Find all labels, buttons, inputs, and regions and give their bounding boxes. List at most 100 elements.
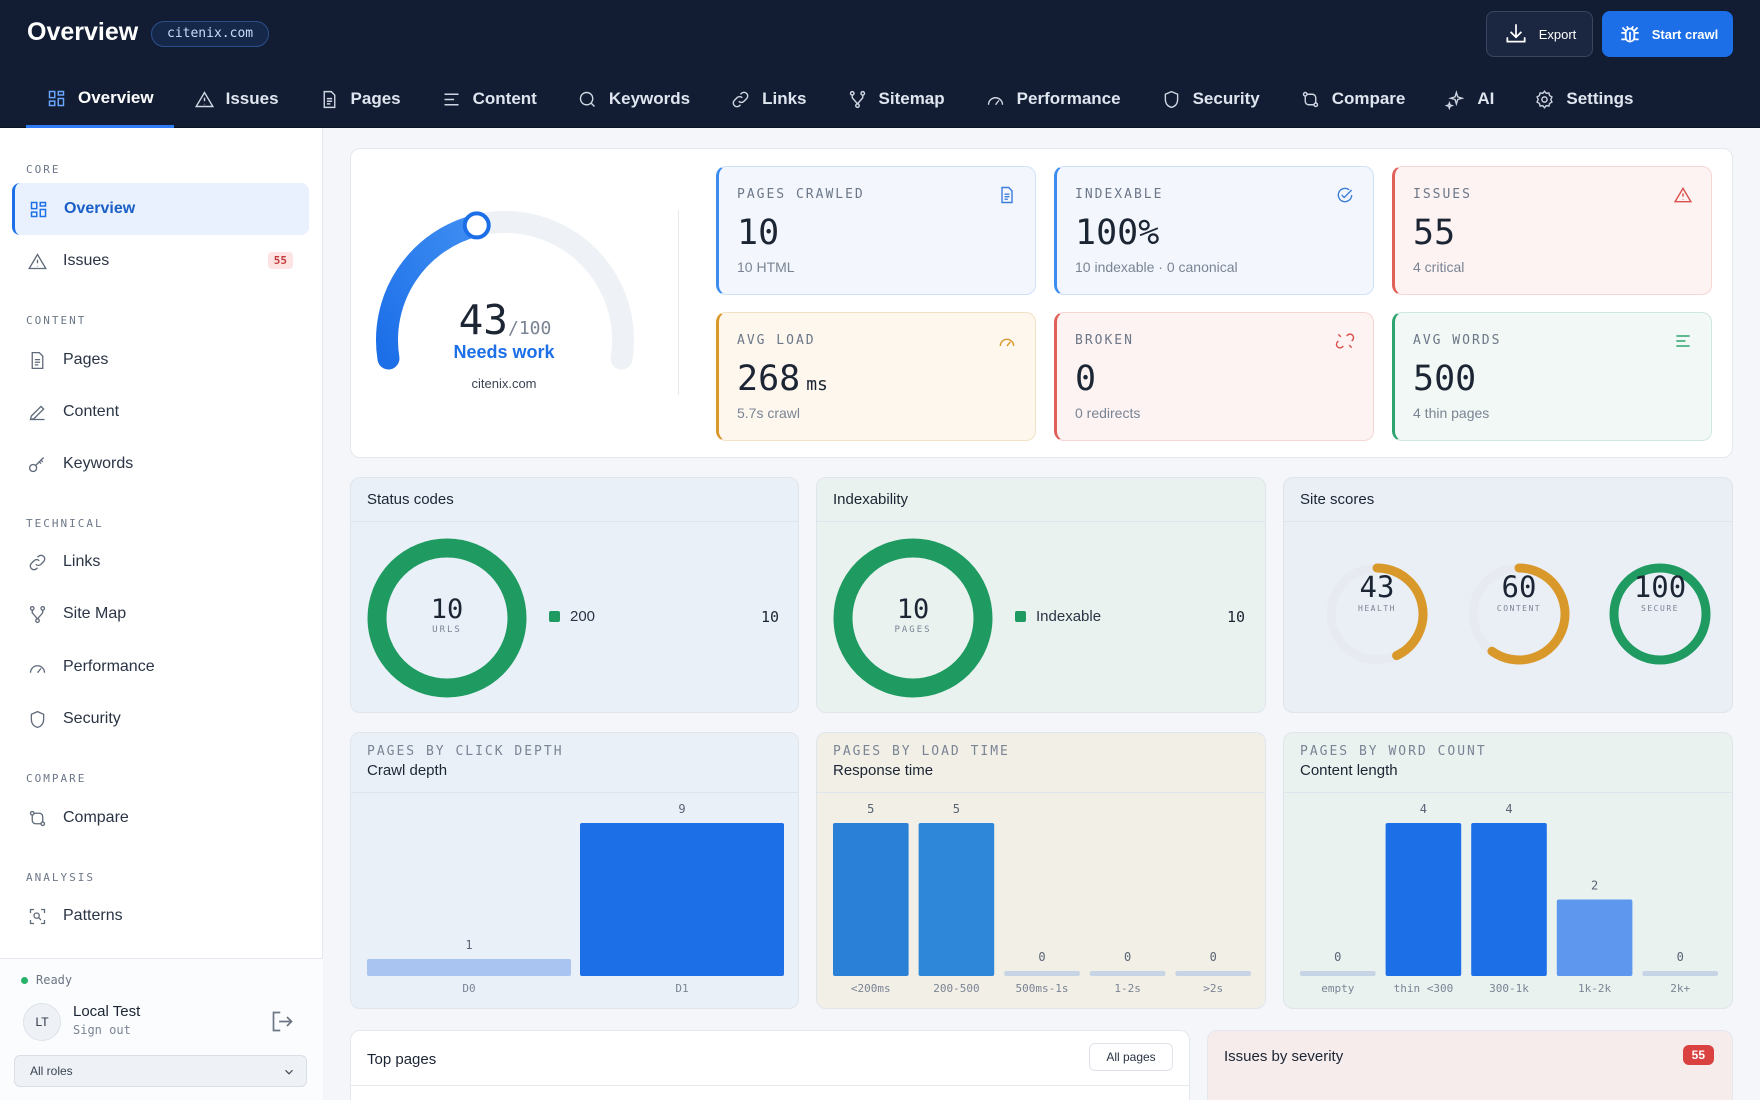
sidebar-item-sitemap[interactable]: Site Map [12,588,309,640]
avatar[interactable]: LT [23,1003,61,1041]
tab-label: Content [472,89,537,108]
bar-value-label: 0 [1677,950,1684,964]
stat-label: INDEXABLE [1075,187,1164,202]
donut-center: 10 URLS [397,594,497,635]
tab-ai[interactable]: AI [1425,74,1514,124]
sidebar-item-issues[interactable]: Issues 55 [12,235,309,287]
bar-value-label: 4 [1505,802,1512,816]
tab-content[interactable]: Content [421,74,557,124]
gauge-knob [462,211,491,240]
status-dot [21,976,28,984]
tab-sitemap[interactable]: Sitemap [827,74,965,124]
bar[interactable] [1556,899,1633,977]
section-analysis: ANALYSIS [26,871,95,884]
sidebar-item-pages[interactable]: Pages [12,334,309,386]
sidebar-item-label: Overview [64,200,136,217]
grid-icon [28,199,49,220]
score-value: 43 [1359,570,1395,604]
sidebar-item-links[interactable]: Links [12,536,309,588]
bar[interactable] [918,823,995,976]
ring-fill [1372,563,1428,661]
health-gauge [376,211,634,370]
role-select[interactable]: All roles [14,1055,307,1087]
bar[interactable] [1642,971,1718,976]
export-label: Export [1538,26,1577,42]
tab-settings[interactable]: Settings [1514,74,1653,124]
sidebar: CORE Overview Issues 55 CONTENT Pages Co… [0,128,323,1100]
stat-avg-load[interactable]: AVG LOAD 268 ms 5.7s crawl [716,312,1036,441]
stat-value: 10 [737,213,780,253]
card-title: Issues by severity [1224,1048,1344,1065]
chart-kicker: PAGES BY LOAD TIME [833,744,1010,759]
bar-value-label: 0 [1210,950,1217,964]
stat-sub: 10 indexable · 0 canonical [1075,259,1238,275]
domain-badge: citenix.com [151,21,270,47]
tab-pages[interactable]: Pages [299,74,421,124]
bar[interactable] [1385,823,1462,976]
site-scores-panel: Site scores 43 HEALTH 60 CONTENT 100 SEC… [1283,477,1733,713]
lines-icon [441,89,462,110]
tab-label: Settings [1566,89,1634,108]
stat-broken[interactable]: BROKEN 0 0 redirects [1054,312,1374,441]
indexability-panel: Indexability 10 PAGES Indexable 10 [816,477,1266,713]
stat-sub: 10 HTML [737,259,795,275]
bar[interactable] [1089,971,1166,976]
stat-indexable[interactable]: INDEXABLE 100% 10 indexable · 0 canonica… [1054,166,1374,295]
stat-avg-words[interactable]: AVG WORDS 500 4 thin pages [1392,312,1712,441]
tab-compare[interactable]: Compare [1280,74,1426,124]
bar[interactable] [580,823,784,976]
sidebar-item-patterns[interactable]: Patterns [12,890,309,942]
tab-label: Sitemap [878,89,945,108]
logout-icon[interactable] [269,1008,296,1035]
sidebar-item-content[interactable]: Content [12,386,309,438]
stat-issues[interactable]: ISSUES 55 4 critical [1392,166,1712,295]
sidebar-item-compare[interactable]: Compare [12,792,309,844]
gauge-fill [376,214,488,370]
start-crawl-button[interactable]: Start crawl [1602,11,1733,57]
tab-overview[interactable]: Overview [26,74,174,128]
shield-icon [1161,89,1182,110]
x-tick-label: >2s [1203,982,1223,995]
key-icon [27,454,48,475]
tab-security[interactable]: Security [1141,74,1280,124]
tab-performance[interactable]: Performance [965,74,1141,124]
tab-label: Compare [1331,89,1406,108]
crawl-depth-chart: 1 D0 9 D1 [367,802,784,995]
section-core: CORE [26,163,61,176]
stat-sub: 4 thin pages [1413,405,1490,421]
bar-value-label: 5 [953,802,960,816]
sidebar-item-performance[interactable]: Performance [12,641,309,693]
bar-value-label: 2 [1591,879,1598,893]
bar[interactable] [1471,823,1547,976]
status-codes-panel: Status codes 10 URLS 200 10 [350,477,799,713]
sidebar-item-label: Pages [63,351,109,368]
status-codes-donut [367,538,527,698]
tab-issues[interactable]: Issues [174,74,299,124]
tab-links[interactable]: Links [710,74,826,124]
status-indicator: Ready [21,973,72,987]
tab-keywords[interactable]: Keywords [557,74,710,124]
export-button[interactable]: Export [1486,11,1593,57]
gauge-icon [985,89,1006,110]
sign-out-link[interactable]: Sign out [73,1023,131,1037]
sidebar-item-overview[interactable]: Overview [12,183,309,235]
health-domain: citenix.com [471,376,537,391]
stat-value: 55 [1413,213,1456,253]
bug-icon [1617,21,1643,47]
bar[interactable] [1004,971,1080,976]
all-pages-button[interactable]: All pages [1089,1043,1173,1071]
bar-value-label: 0 [1038,950,1045,964]
stat-value: 268 ms [737,359,828,399]
bar[interactable] [833,823,909,976]
scan-icon [27,906,48,927]
stat-pages-crawled[interactable]: PAGES CRAWLED 10 10 HTML [716,166,1036,295]
sidebar-item-security[interactable]: Security [12,693,309,745]
panel-header [817,478,1265,522]
stat-label: BROKEN [1075,333,1134,348]
sidebar-item-keywords[interactable]: Keywords [12,438,309,490]
panel-header [1284,478,1732,522]
bar-value-label: 4 [1420,802,1427,816]
bar[interactable] [1300,971,1376,976]
bar[interactable] [1175,971,1251,976]
bar[interactable] [367,959,571,976]
